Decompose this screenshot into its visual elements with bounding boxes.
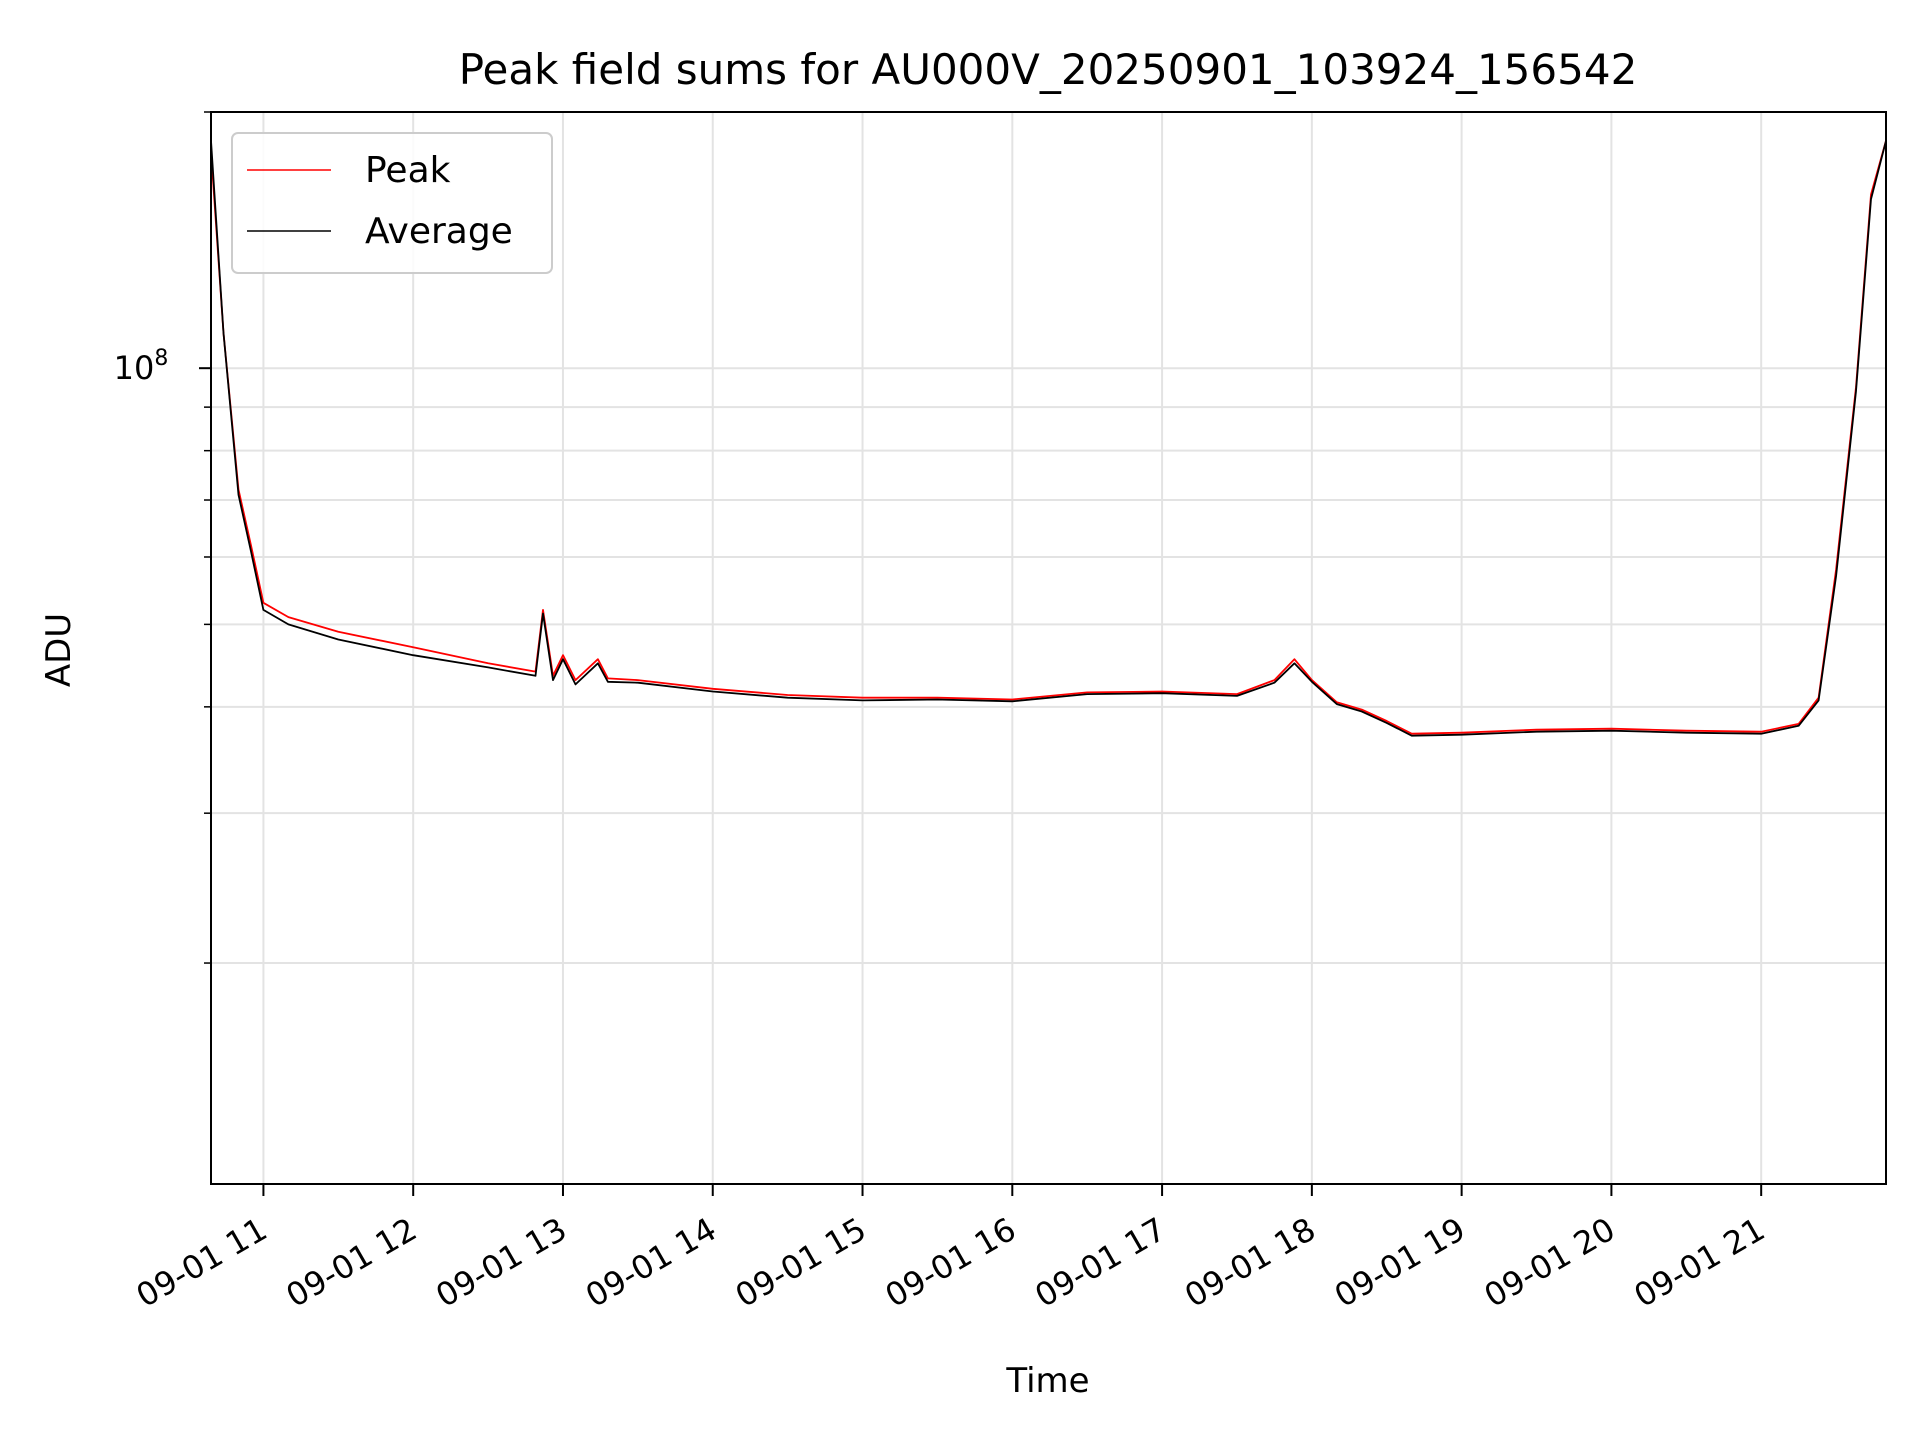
grid: [211, 111, 1886, 1184]
x-axis-label: Time: [1005, 1361, 1089, 1401]
y-tick-label: 108: [114, 346, 169, 387]
legend-box: [231, 132, 553, 274]
y-axis-label: ADU: [39, 613, 79, 687]
series-line-average: [210, 140, 1887, 737]
legend-peak-label: Peak: [365, 150, 451, 191]
legend: Peak Average: [231, 132, 553, 274]
plot-series: [210, 140, 1887, 737]
chart-title: Peak field sums for AU000V_20250901_1039…: [459, 45, 1638, 94]
series-line-peak: [210, 140, 1887, 735]
plot-frame: [210, 111, 1887, 1185]
legend-average-label: Average: [365, 211, 513, 252]
